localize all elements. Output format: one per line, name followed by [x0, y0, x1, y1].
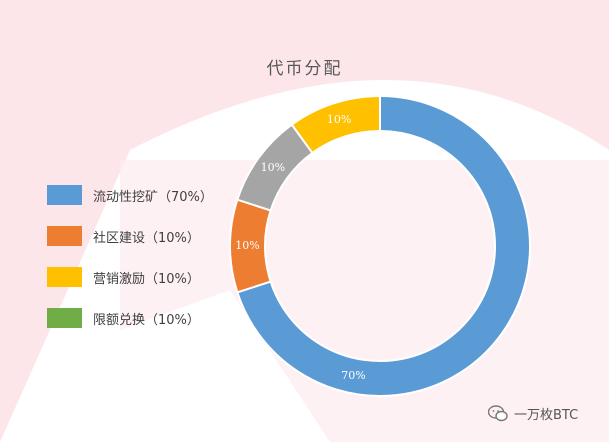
wechat-icon [488, 405, 508, 422]
slice-label-3: 10% [327, 113, 351, 126]
legend-swatch [47, 185, 82, 205]
slice-label-0: 70% [341, 369, 365, 382]
legend-label: 流动性挖矿（70%） [93, 189, 213, 205]
legend-swatch [47, 308, 82, 328]
watermark: 一万枚BTC [488, 404, 578, 423]
legend-item-liquidity-mining: 流动性挖矿（70%） [47, 185, 213, 205]
donut-chart: 70% 10% 10% 10% [229, 94, 531, 397]
legend-swatch [47, 267, 82, 287]
chart-title: 代币分配 [266, 59, 343, 79]
legend-item-limited-exchange: 限额兑换（10%） [47, 308, 213, 328]
donut-slice-0 [236, 94, 531, 397]
legend-label: 社区建设（10%） [93, 230, 200, 246]
slice-label-1: 10% [235, 239, 259, 252]
slice-label-2: 10% [261, 161, 285, 174]
legend-label: 限额兑换（10%） [93, 312, 200, 328]
watermark-text: 一万枚BTC [514, 408, 579, 423]
legend-label: 营销激励（10%） [93, 271, 200, 287]
donut-slice-3 [290, 94, 381, 155]
legend-item-marketing: 营销激励（10%） [47, 267, 213, 287]
legend: 流动性挖矿（70%） 社区建设（10%） 营销激励（10%） 限额兑换（10%） [47, 185, 213, 349]
legend-swatch [47, 226, 82, 246]
legend-item-community: 社区建设（10%） [47, 226, 213, 246]
